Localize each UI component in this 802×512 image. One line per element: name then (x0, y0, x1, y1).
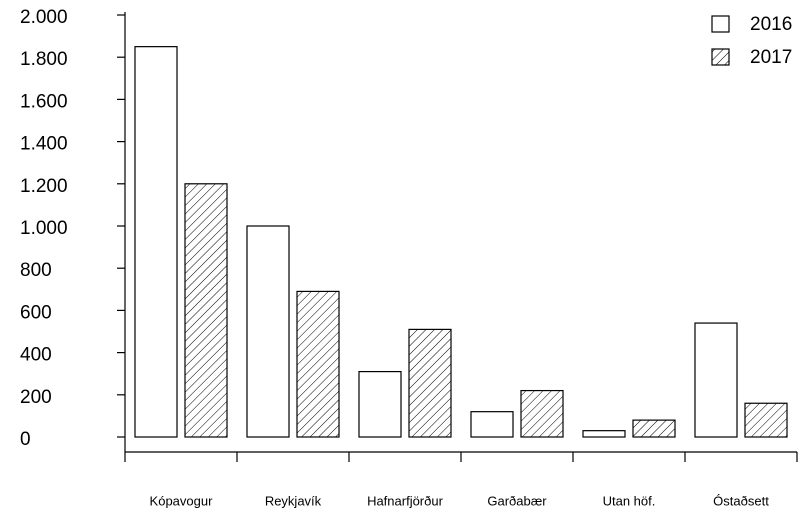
x-tick-label: Óstaðsett (713, 493, 769, 508)
y-tick-label: 2.000 (20, 7, 68, 28)
legend-label: 2016 (750, 14, 792, 35)
bar (694, 322, 738, 438)
x-tick-label: Kópavogur (150, 493, 214, 508)
x-tick-label: Utan höf. (603, 493, 656, 508)
bar (296, 290, 340, 438)
legend-swatch (711, 15, 730, 33)
bar (358, 370, 402, 438)
bar (582, 430, 626, 438)
bar (470, 411, 514, 438)
bar (632, 419, 676, 438)
bar (408, 328, 452, 438)
y-tick-label: 200 (20, 387, 52, 408)
y-tick-label: 1.400 (20, 134, 68, 155)
y-tick-label: 0 (20, 429, 31, 450)
bar (246, 225, 290, 438)
bar (184, 183, 228, 438)
y-tick-label: 400 (20, 345, 52, 366)
x-tick-label: Reykjavík (265, 493, 322, 508)
bar (134, 46, 178, 438)
bar (744, 402, 788, 438)
y-tick-label: 800 (20, 260, 52, 281)
legend-label: 2017 (750, 47, 792, 68)
y-tick-label: 1.000 (20, 218, 68, 239)
legend-swatch (711, 48, 730, 66)
x-tick-label: Garðabær (487, 493, 547, 508)
y-tick-label: 1.800 (20, 49, 68, 70)
x-tick-label: Hafnarfjörður (367, 493, 444, 508)
y-tick-label: 1.200 (20, 176, 68, 197)
y-tick-label: 600 (20, 302, 52, 323)
y-tick-label: 1.600 (20, 91, 68, 112)
bar (520, 389, 564, 438)
